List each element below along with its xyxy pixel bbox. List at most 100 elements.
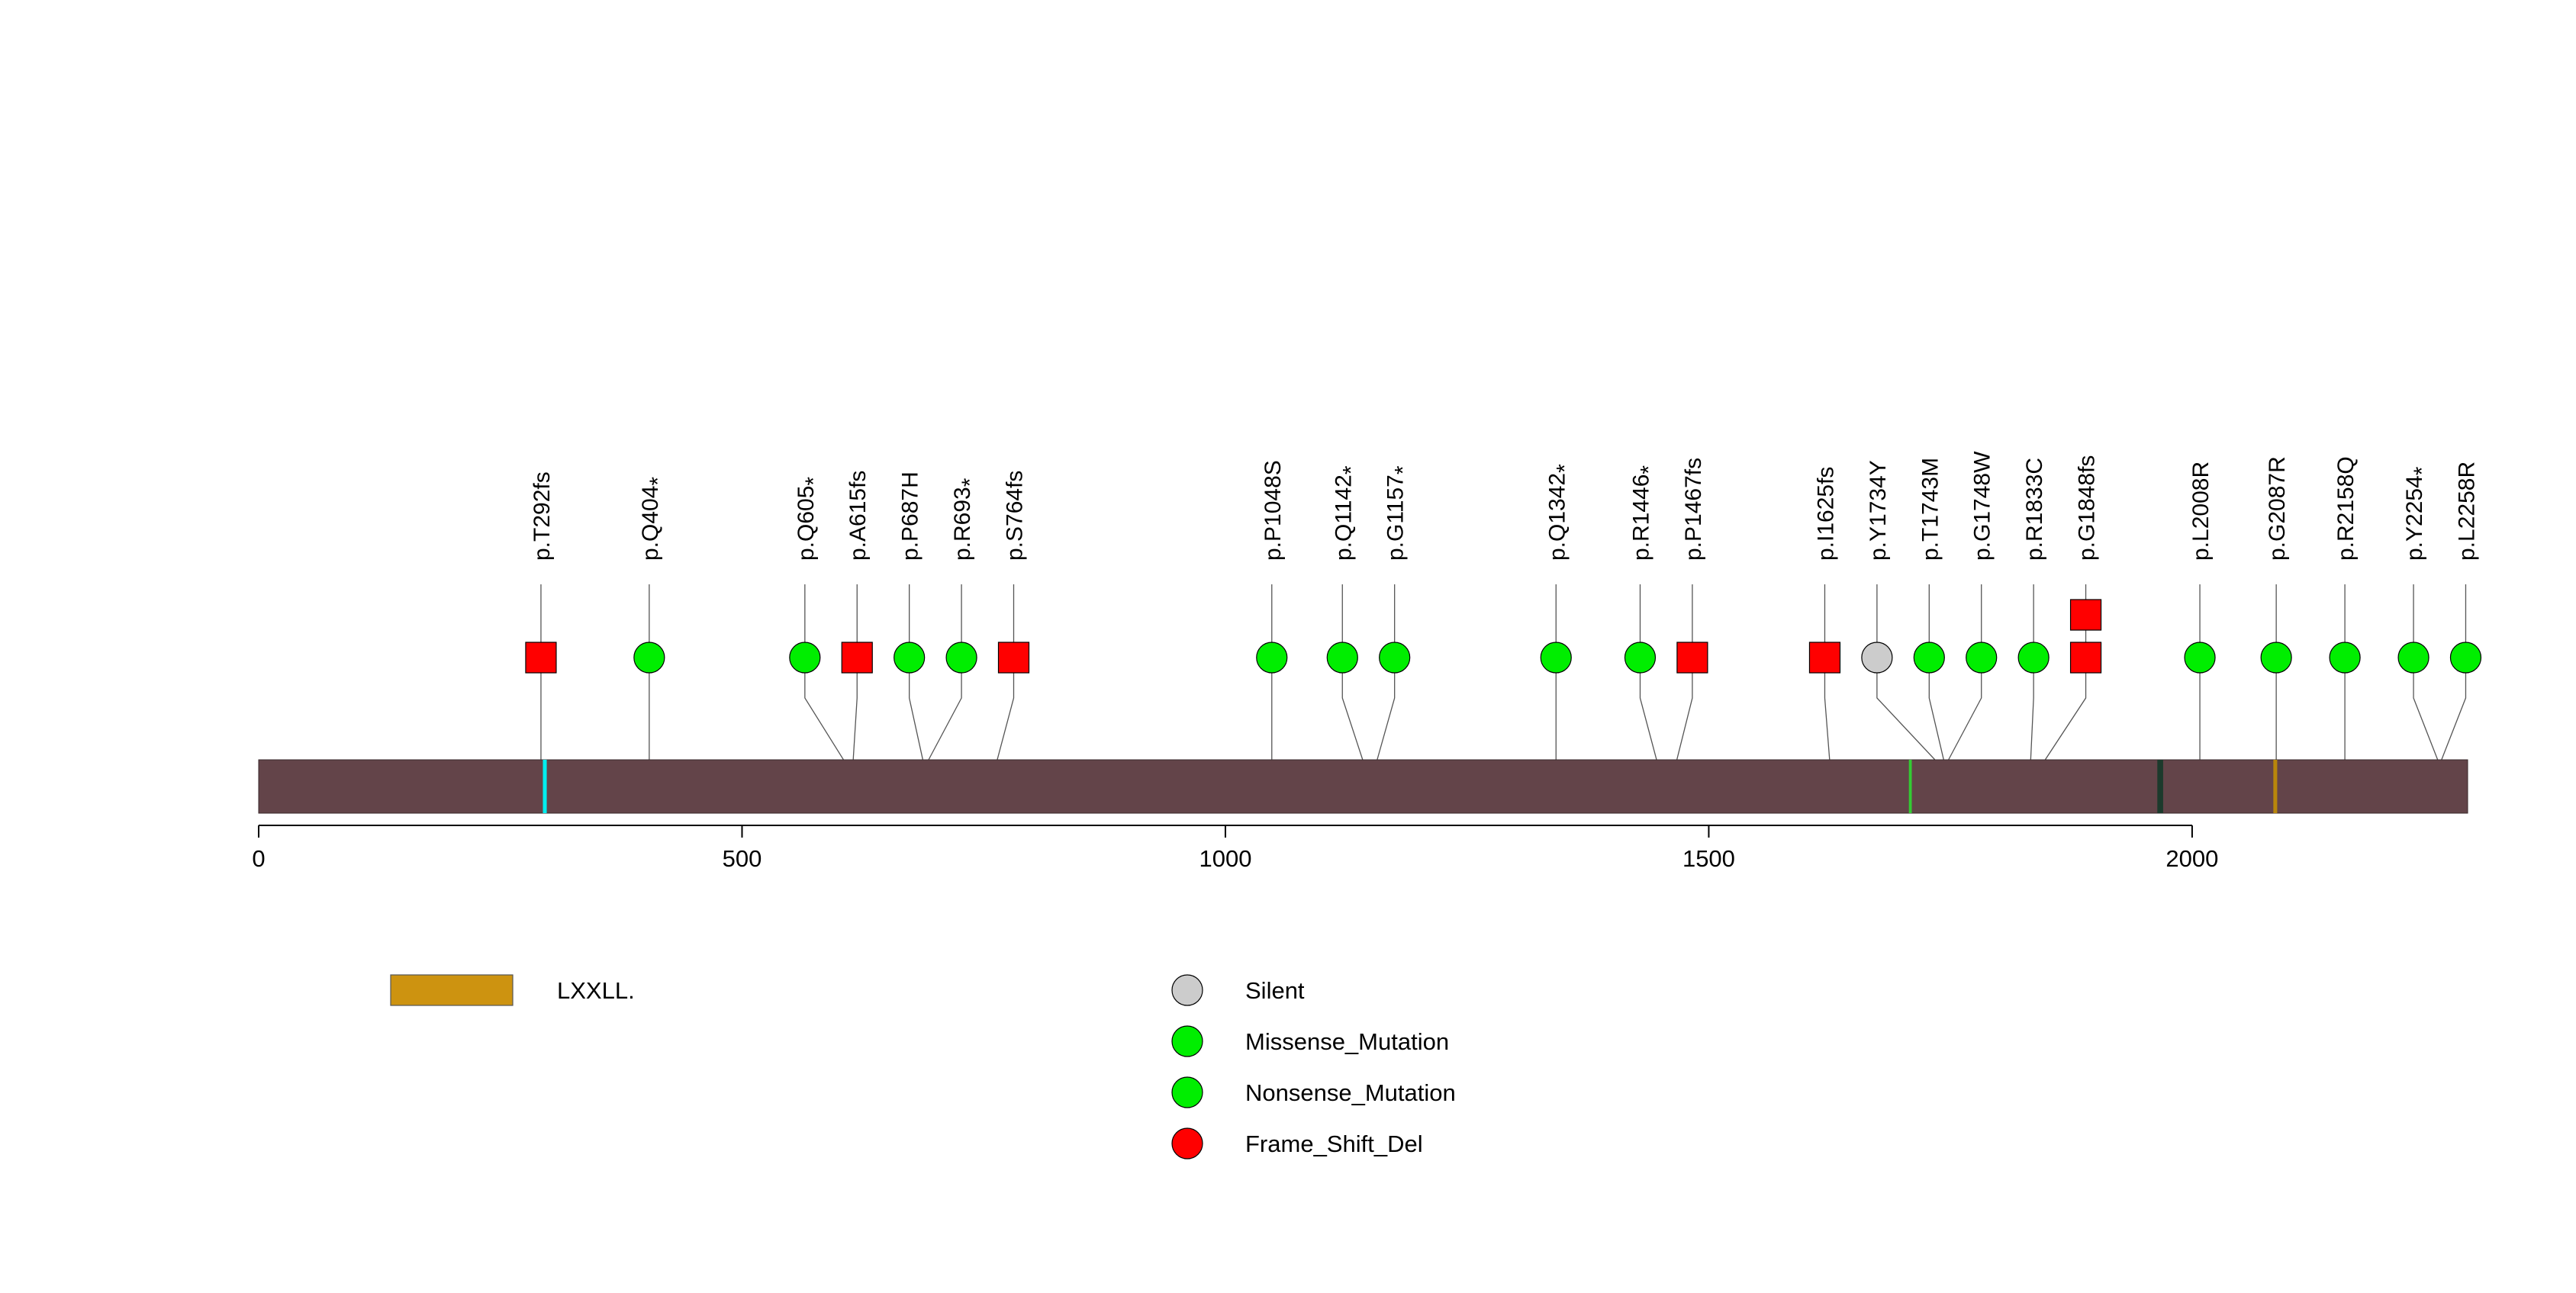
mutation-label-group-p-l2008r: p.L2008R [2188,462,2214,561]
axis-tick-label-1500: 1500 [1682,845,1735,872]
marker-square-p-a615fs-0 [841,642,873,674]
axis-tick-label-0: 0 [252,845,265,872]
marker-square-p-g1848fs-1 [2069,599,2102,631]
mutation-label-p-t1743m: p.T1743M [1918,458,1943,561]
protein-backbone-layer [258,759,2468,814]
mutation-label-p-r1446: p.R1446* [1628,465,1661,561]
marker-circle-p-y2254-0 [2397,642,2429,674]
legend-type-label-2: Nonsense_Mutation [1245,1079,1456,1106]
marker-square-p-g1848fs-0 [2069,642,2102,674]
mutation-label-group-p-p1467fs: p.P1467fs [1681,458,1706,561]
marker-circle-p-g1157-0 [1379,642,1411,674]
mutation-label-group-p-t292fs: p.T292fs [530,471,555,561]
mutation-markers [525,599,2482,674]
protein-feature-0 [543,760,547,813]
marker-circle-p-r1446-0 [1624,642,1657,674]
marker-circle-p-l2258r-0 [2449,642,2482,674]
marker-circle-p-q1342-0 [1540,642,1572,674]
mutation-label-p-r693: p.R693* [950,478,983,561]
legend-type-label-1: Missense_Mutation [1245,1028,1449,1055]
legend: LXXLL. Silent Missense_Mutation Nonsense_Mu… [390,974,1456,1160]
marker-square-p-i1625fs-0 [1808,642,1841,674]
mutation-label-p-q1342: p.Q1342* [1544,464,1577,561]
mutation-label-group-p-q404: p.Q404* [638,477,671,561]
protein-feature-2 [2157,760,2163,813]
axis-tick-label-1000: 1000 [1199,845,1251,872]
mutation-label-group-p-q605: p.Q605* [794,477,826,561]
mutation-label-group-p-s764fs: p.S764fs [1002,471,1027,561]
marker-square-p-s764fs-0 [997,642,1030,674]
mutation-label-p-g1157: p.G1157* [1383,465,1416,561]
axis-tick-label-500: 500 [723,845,762,872]
protein-backbone [258,759,2468,814]
mutation-label-p-p1048s: p.P1048S [1261,460,1286,561]
mutation-label-group-p-i1625fs: p.I1625fs [1813,467,1838,561]
mutation-label-group-p-g1848fs: p.G1848fs [2075,455,2100,561]
mutation-label-p-r2158q: p.R2158Q [2333,456,2359,561]
marker-circle-p-p1048s-0 [1256,642,1288,674]
legend-type-swatch-0 [1171,974,1203,1006]
mutation-label-group-p-r2158q: p.R2158Q [2333,456,2359,561]
mutation-label-group-p-a615fs: p.A615fs [845,471,871,561]
mutation-labels: p.T292fs p.Q404* p.Q605* p.A615fs p.P687H p.R… [530,451,2480,561]
mutation-label-p-r1833c: p.R1833C [2022,458,2047,561]
marker-circle-p-q1142-0 [1326,642,1358,674]
mutation-label-p-t292fs: p.T292fs [530,471,555,561]
axis-tick-label-2000: 2000 [2165,845,2218,872]
position-axis: 0 500 1000 1500 2000 [252,825,2218,872]
protein-feature-1 [1908,760,1912,813]
mutation-label-group-p-q1342: p.Q1342* [1544,464,1577,561]
marker-circle-p-q605-0 [789,642,821,674]
mutation-label-group-p-l2258r: p.L2258R [2454,462,2479,561]
mutation-label-group-p-r1833c: p.R1833C [2022,458,2047,561]
mutation-label-p-l2258r: p.L2258R [2454,462,2479,561]
mutation-label-p-q1142: p.Q1142* [1331,465,1364,561]
legend-domain-swatch-0 [390,974,514,1006]
mutation-label-group-p-g1157: p.G1157* [1383,465,1416,561]
mutation-label-p-q404: p.Q404* [638,477,671,561]
mutation-label-p-l2008r: p.L2008R [2188,462,2214,561]
legend-type-label-3: Frame_Shift_Del [1245,1131,1423,1157]
mutation-label-p-g1748w: p.G1748W [1970,451,1995,561]
mutation-label-group-p-y1734y: p.Y1734Y [1866,460,1891,561]
legend-type-swatch-1 [1171,1025,1203,1057]
mutation-label-p-y2254: p.Y2254* [2402,466,2435,561]
mutation-label-group-p-g1748w: p.G1748W [1970,451,1995,561]
mutation-label-group-p-t1743m: p.T1743M [1918,458,1943,561]
mutation-label-p-g2087r: p.G2087R [2265,456,2290,561]
mutation-label-p-y1734y: p.Y1734Y [1866,460,1891,561]
mutation-label-p-s764fs: p.S764fs [1002,471,1027,561]
legend-domain-label-0: LXXLL. [557,977,635,1004]
marker-circle-p-t1743m-0 [1913,642,1945,674]
marker-circle-p-r2158q-0 [2329,642,2361,674]
marker-square-p-p1467fs-0 [1676,642,1708,674]
marker-circle-p-q404-0 [633,642,665,674]
mutation-label-group-p-g2087r: p.G2087R [2265,456,2290,561]
marker-circle-p-r693-0 [945,642,977,674]
mutation-label-p-q605: p.Q605* [794,477,826,561]
legend-type-label-0: Silent [1245,977,1305,1004]
mutation-label-p-g1848fs: p.G1848fs [2075,455,2100,561]
mutation-label-group-p-r1446: p.R1446* [1628,465,1661,561]
mutation-label-p-p1467fs: p.P1467fs [1681,458,1706,561]
mutation-label-group-p-r693: p.R693* [950,478,983,561]
protein-feature-3 [2273,760,2278,813]
marker-circle-p-p687h-0 [894,642,926,674]
legend-type-swatch-3 [1171,1127,1203,1160]
mutation-label-group-p-p1048s: p.P1048S [1261,460,1286,561]
marker-square-p-t292fs-0 [525,642,557,674]
marker-circle-p-y1734y-0 [1861,642,1893,674]
legend-type-swatch-2 [1171,1076,1203,1108]
marker-circle-p-g2087r-0 [2260,642,2292,674]
mutation-label-p-a615fs: p.A615fs [845,471,871,561]
marker-circle-p-r1833c-0 [2017,642,2050,674]
mutation-label-group-p-y2254: p.Y2254* [2402,466,2435,561]
marker-circle-p-g1748w-0 [1966,642,1998,674]
mutation-label-p-p687h: p.P687H [898,471,923,561]
mutation-label-p-i1625fs: p.I1625fs [1813,467,1838,561]
mutation-label-group-p-p687h: p.P687H [898,471,923,561]
mutation-label-group-p-q1142: p.Q1142* [1331,465,1364,561]
marker-circle-p-l2008r-0 [2184,642,2216,674]
